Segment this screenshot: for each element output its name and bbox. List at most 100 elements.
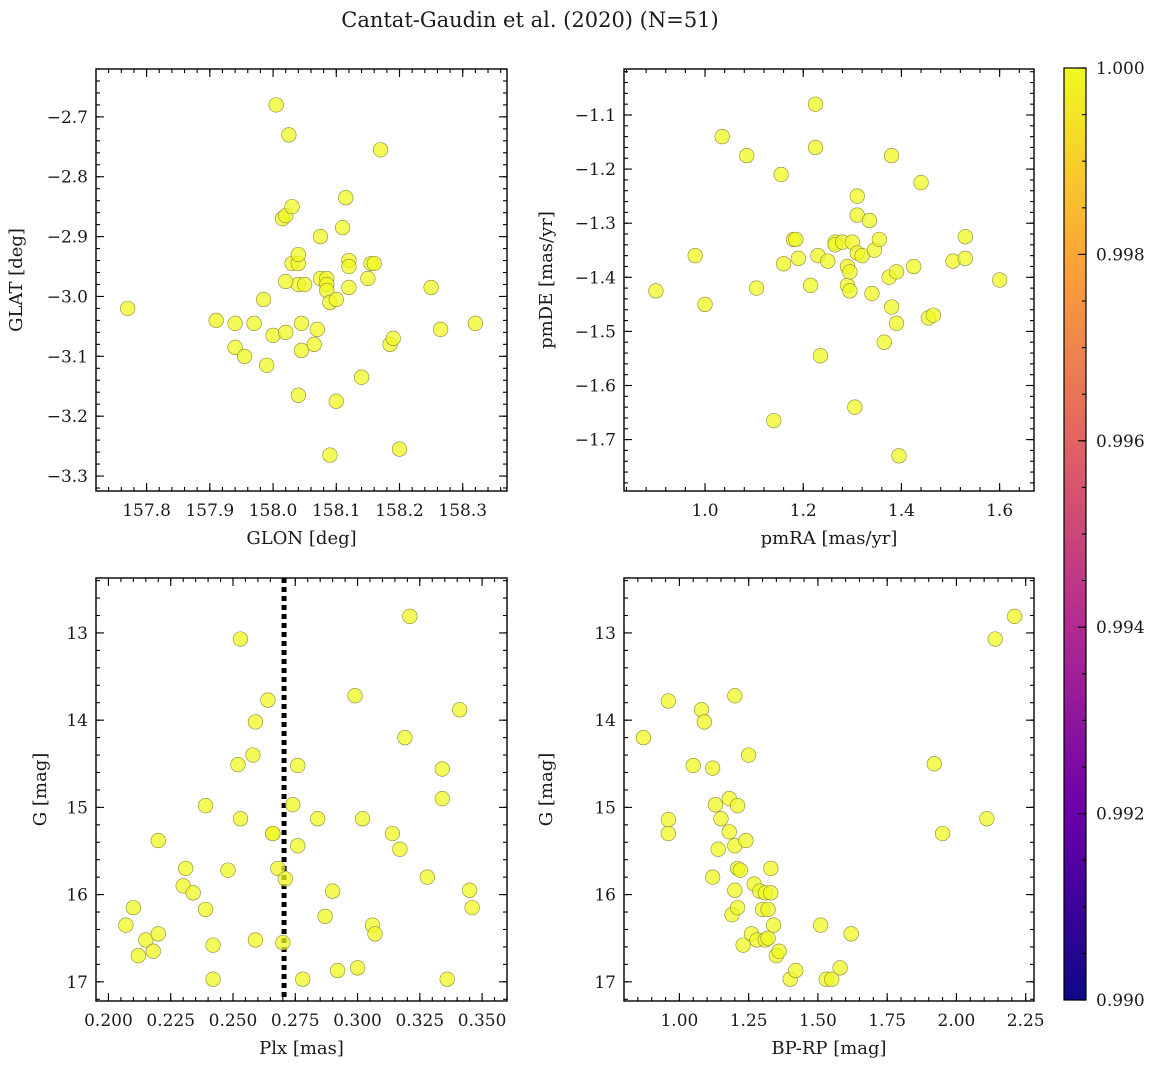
scatter-point (232, 631, 249, 647)
scatter-point (297, 276, 313, 293)
x-tick-label: 1.0 (691, 501, 718, 521)
scatter-point (738, 832, 754, 849)
scatter-point (687, 248, 703, 264)
scatter-point (741, 747, 757, 763)
y-tick-label: −1.6 (575, 377, 616, 397)
y-axis-label: GLAT [deg] (6, 228, 27, 332)
scatter-point (891, 448, 907, 464)
y-tick-label: 14 (66, 711, 88, 731)
scatter-point (328, 291, 344, 308)
scatter-point (236, 348, 253, 364)
scatter-point (125, 900, 141, 916)
scatter-point (397, 730, 413, 746)
scatter-point (227, 315, 243, 331)
x-tick-label: 0.350 (458, 1011, 507, 1031)
scatter-point (760, 930, 776, 946)
colorbar-tick-label: 0.994 (1096, 618, 1145, 638)
scatter-point (861, 212, 878, 229)
scatter-point (802, 277, 819, 294)
scatter-point (220, 862, 236, 878)
scatter-point (760, 901, 776, 918)
scatter-point (434, 761, 450, 777)
scatter-point (306, 336, 322, 352)
x-tick-label: 0.275 (271, 1011, 320, 1031)
panel-plx-g: 0.200 0.225 0.250 0.275 0.300 0.325 0.350 13 14 1… (30, 577, 508, 1059)
scatter-point (145, 943, 161, 959)
y-axis-label: G [mag] (30, 753, 51, 826)
scatter-point (763, 860, 779, 877)
scatter-point (735, 937, 751, 953)
scatter-point (317, 908, 333, 925)
scatter-point (178, 860, 194, 877)
axes-frame (95, 577, 508, 1002)
scatter-point (729, 798, 746, 814)
scatter-point (871, 231, 887, 248)
scatter-point (727, 688, 743, 704)
x-tick-label: 1.00 (660, 1011, 698, 1031)
scatter-point (281, 127, 297, 143)
scatter-point (227, 339, 243, 355)
scatter-point (205, 971, 221, 987)
scatter-point (328, 393, 344, 409)
scatter-point (1007, 608, 1023, 624)
x-tick-label: 0.225 (146, 1011, 195, 1031)
y-axis-label: G [mag] (536, 753, 557, 826)
scatter-point (824, 971, 840, 987)
scatter-point (198, 901, 214, 918)
scatter-point (385, 330, 401, 346)
scatter-point (360, 270, 376, 287)
scatter-point (338, 190, 354, 206)
x-axis-label: GLON [deg] (246, 528, 356, 549)
y-axis-label: pmDE [mas/yr] (536, 211, 557, 349)
scatter-point (926, 756, 942, 772)
scatter-point (842, 283, 858, 299)
scatter-point (957, 250, 973, 266)
scatter-point (255, 291, 272, 308)
y-tick-label: −1.7 (575, 431, 616, 451)
scatter-point (843, 926, 859, 942)
x-tick-label: 1.6 (986, 501, 1013, 521)
axes-frame (95, 68, 508, 492)
scatter-point (992, 272, 1008, 288)
x-axis-label: Plx [mas] (259, 1038, 344, 1059)
scatter-point (705, 760, 721, 776)
colorbar: 0.990 0.992 0.994 0.996 0.998 1.000 (1063, 59, 1145, 1011)
y-tick-label: 13 (594, 624, 616, 644)
scatter-point (832, 960, 848, 976)
scatter-point (788, 962, 804, 979)
y-tick-label: −1.5 (575, 322, 616, 342)
scatter-point (384, 825, 401, 842)
scatter-point (208, 312, 224, 329)
scatter-point (957, 229, 973, 245)
x-tick-label: 1.4 (888, 501, 915, 521)
scatter-point (763, 885, 779, 901)
scatter-point (205, 937, 221, 953)
scatter-point (278, 273, 294, 290)
scatter-point (697, 296, 713, 312)
scatter-point (372, 142, 389, 158)
x-axis-label: BP-RP [mag] (771, 1038, 886, 1059)
scatter-point (452, 702, 468, 718)
scatter-point (290, 757, 306, 774)
y-tick-label: 13 (66, 624, 88, 644)
x-tick-label: 0.325 (395, 1011, 444, 1031)
scatter-point (419, 869, 435, 885)
scatter-point (259, 357, 275, 373)
scatter-point (325, 883, 341, 899)
x-tick-label: 2.25 (1007, 1011, 1045, 1031)
scatter-point (727, 882, 743, 898)
y-tick-label: −1.2 (575, 160, 616, 180)
scatter-point (807, 96, 824, 112)
y-tick-label: 17 (594, 973, 616, 993)
scatter-point (439, 971, 455, 987)
scatter-point (284, 199, 300, 215)
scatter-point (391, 441, 408, 457)
scatter-point (402, 608, 418, 624)
x-tick-label: 1.50 (799, 1011, 837, 1031)
scatter-point (246, 315, 262, 331)
scatter-point (265, 327, 281, 343)
scatter-point (247, 714, 264, 730)
scatter-point (775, 256, 792, 272)
scatter-point (635, 730, 651, 746)
